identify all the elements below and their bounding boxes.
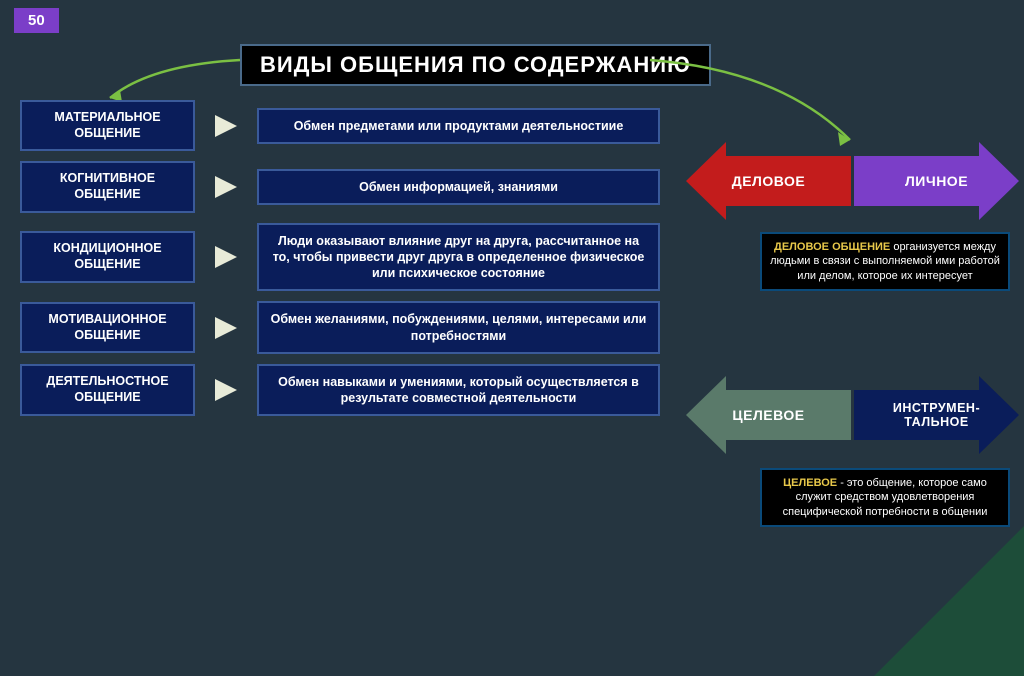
arrow-right-icon bbox=[215, 379, 237, 401]
info-business: ДЕЛОВОЕ ОБЩЕНИЕ организуется между людьм… bbox=[760, 232, 1010, 291]
category-label: КОГНИТИВНОЕ ОБЩЕНИЕ bbox=[20, 161, 195, 212]
arrow-right-icon bbox=[215, 115, 237, 137]
category-desc: Обмен информацией, знаниями bbox=[257, 169, 660, 205]
arrow-instrumental: ИНСТРУМЕН- ТАЛЬНОЕ bbox=[854, 376, 1019, 454]
category-label: МОТИВАЦИОННОЕ ОБЩЕНИЕ bbox=[20, 302, 195, 353]
arrow-label: ДЕЛОВОЕ bbox=[732, 173, 806, 189]
arrow-label: ИНСТРУМЕН- ТАЛЬНОЕ bbox=[893, 401, 980, 429]
arrow-right-icon bbox=[215, 317, 237, 339]
category-label: ДЕЯТЕЛЬНОСТНОЕ ОБЩЕНИЕ bbox=[20, 364, 195, 415]
bg-accent-triangle bbox=[874, 426, 1024, 676]
arrow-business: ДЕЛОВОЕ bbox=[686, 142, 851, 220]
category-label: МАТЕРИАЛЬНОЕ ОБЩЕНИЕ bbox=[20, 100, 195, 151]
arrow-right-icon bbox=[215, 176, 237, 198]
arrow-goal: ЦЕЛЕВОЕ bbox=[686, 376, 851, 454]
info-goal: ЦЕЛЕВОЕ - это общение, которое само служ… bbox=[760, 468, 1010, 527]
table-row: МОТИВАЦИОННОЕ ОБЩЕНИЕ Обмен желаниями, п… bbox=[20, 301, 660, 354]
arrow-personal: ЛИЧНОЕ bbox=[854, 142, 1019, 220]
table-row: КОНДИЦИОННОЕ ОБЩЕНИЕ Люди оказывают влия… bbox=[20, 223, 660, 292]
table-row: МАТЕРИАЛЬНОЕ ОБЩЕНИЕ Обмен предметами ил… bbox=[20, 100, 660, 151]
info-highlight: ЦЕЛЕВОЕ bbox=[783, 477, 837, 489]
arrow-label: ЦЕЛЕВОЕ bbox=[732, 407, 804, 423]
table-row: ДЕЯТЕЛЬНОСТНОЕ ОБЩЕНИЕ Обмен навыками и … bbox=[20, 364, 660, 417]
info-highlight: ДЕЛОВОЕ ОБЩЕНИЕ bbox=[774, 241, 890, 253]
category-desc: Обмен желаниями, побуждениями, целями, и… bbox=[257, 301, 660, 354]
category-desc: Обмен навыками и умениями, который осуще… bbox=[257, 364, 660, 417]
categories-column: МАТЕРИАЛЬНОЕ ОБЩЕНИЕ Обмен предметами ил… bbox=[20, 100, 660, 426]
curve-arrow-right bbox=[640, 50, 870, 150]
arrow-label: ЛИЧНОЕ bbox=[905, 173, 968, 189]
category-desc: Обмен предметами или продуктами деятельн… bbox=[257, 108, 660, 144]
table-row: КОГНИТИВНОЕ ОБЩЕНИЕ Обмен информацией, з… bbox=[20, 161, 660, 212]
category-desc: Люди оказывают влияние друг на друга, ра… bbox=[257, 223, 660, 292]
slide-number-badge: 50 bbox=[14, 8, 59, 33]
arrow-right-icon bbox=[215, 246, 237, 268]
category-label: КОНДИЦИОННОЕ ОБЩЕНИЕ bbox=[20, 231, 195, 282]
